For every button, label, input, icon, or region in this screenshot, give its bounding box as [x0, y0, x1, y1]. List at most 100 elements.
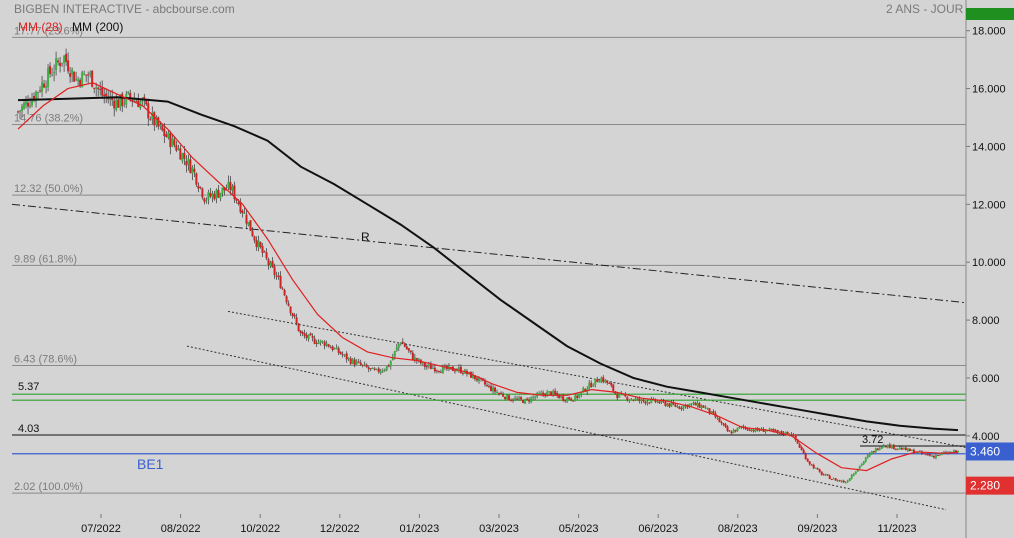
candle-body	[35, 91, 38, 102]
candle-body	[239, 202, 242, 213]
x-tick-label: 01/2023	[400, 523, 440, 535]
candle-body	[57, 60, 60, 63]
candle-body	[309, 333, 312, 336]
candle-body	[29, 105, 32, 107]
candle-body	[485, 384, 488, 386]
candle-body	[313, 338, 316, 344]
candle-body	[954, 450, 957, 452]
candle-body	[483, 381, 486, 385]
candle-body	[163, 128, 166, 137]
candle-body	[155, 117, 158, 125]
candle-body	[692, 402, 695, 404]
candle-body	[171, 137, 174, 147]
candle-body	[105, 93, 108, 97]
candle-body	[874, 448, 877, 453]
candle-body	[738, 427, 741, 429]
candle-body	[650, 398, 653, 403]
candle-body	[85, 74, 88, 76]
candle-body	[820, 471, 823, 475]
candle-body	[27, 102, 30, 107]
candle-body	[397, 344, 400, 348]
candle-body	[191, 167, 194, 174]
candle-body	[201, 188, 204, 198]
candle-body	[580, 391, 583, 395]
candle-body	[333, 348, 336, 350]
candle-body	[510, 399, 513, 401]
candle-body	[502, 394, 505, 397]
candle-body	[295, 317, 298, 324]
candle-body	[712, 411, 715, 414]
candle-body	[53, 71, 56, 73]
candle-body	[133, 99, 136, 101]
candle-body	[87, 74, 90, 76]
candle-body	[930, 455, 933, 457]
candle-body	[471, 374, 474, 379]
candle-body	[187, 158, 190, 165]
candle-body	[762, 428, 765, 432]
candle-body	[203, 198, 206, 202]
candle-body	[706, 407, 709, 409]
candle-body	[247, 221, 250, 226]
candle-body	[886, 444, 889, 448]
candle-body	[227, 181, 230, 189]
candle-body	[241, 210, 244, 214]
candle-body	[347, 357, 350, 359]
candle-body	[938, 453, 941, 456]
candle-body	[81, 72, 84, 88]
candle-body	[235, 198, 238, 201]
candle-body	[550, 391, 553, 395]
candle-body	[940, 453, 943, 455]
candle-body	[435, 370, 438, 372]
candle-body	[429, 364, 432, 370]
legend-ma-long: MM (200)	[72, 20, 124, 34]
candle-body	[608, 382, 611, 384]
candle-body	[868, 453, 871, 456]
candle-body	[101, 87, 104, 96]
trendline-label: R	[361, 230, 370, 244]
candle-body	[93, 87, 96, 89]
candle-body	[670, 402, 673, 407]
candle-body	[957, 450, 959, 453]
candle-body	[590, 382, 593, 388]
horizontal-levels: 5.37 4.03 3.72 BE1	[12, 381, 966, 472]
candle-body	[371, 367, 374, 369]
candle-body	[700, 405, 703, 409]
y-tick-label: 18.000	[972, 26, 1006, 38]
candle-body	[860, 464, 863, 466]
candle-body	[73, 71, 76, 82]
candle-body	[175, 145, 178, 151]
candle-body	[560, 396, 563, 398]
candle-body	[880, 446, 883, 449]
candle-body	[656, 401, 659, 403]
candle-body	[47, 67, 50, 88]
candle-body	[421, 361, 424, 364]
x-tick-label: 09/2023	[798, 523, 838, 535]
candle-body	[772, 428, 775, 431]
price-tags: 3.460 2.280	[966, 8, 1014, 495]
candle-body	[546, 391, 549, 397]
candle-body	[488, 385, 491, 387]
candle-body	[273, 266, 276, 276]
candle-body	[265, 252, 268, 259]
period-label: 2 ANS - JOUR	[886, 2, 964, 16]
candle-body	[640, 399, 643, 402]
candle-body	[634, 398, 637, 401]
candle-body	[726, 426, 729, 431]
candle-body	[588, 382, 591, 389]
candle-body	[850, 475, 853, 479]
candle-body	[794, 434, 797, 440]
candle-body	[249, 220, 252, 231]
candle-body	[77, 79, 80, 82]
candle-body	[51, 74, 54, 76]
candle-body	[331, 346, 334, 351]
candle-body	[459, 366, 462, 374]
candle-body	[99, 88, 102, 91]
candle-body	[884, 446, 887, 448]
candle-body	[532, 397, 535, 399]
candle-body	[728, 430, 731, 432]
candle-body	[584, 388, 587, 392]
legend-ma-short: MM (28)	[18, 20, 63, 34]
candle-body	[552, 390, 555, 395]
candle-body	[299, 330, 302, 333]
